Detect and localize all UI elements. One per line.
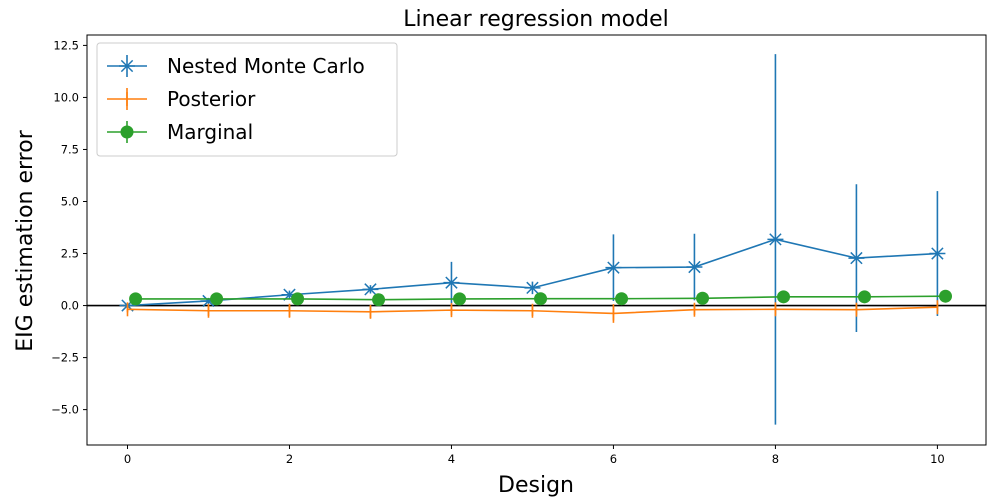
y-tick-label: 10.0 <box>53 90 79 104</box>
data-point <box>848 251 865 265</box>
data-point <box>453 292 467 306</box>
data-point <box>777 290 791 304</box>
data-point <box>929 247 946 260</box>
series-posterior <box>126 300 939 323</box>
x-tick-label: 8 <box>772 452 779 466</box>
data-point <box>372 293 386 307</box>
x-axis: 0 2 4 6 8 10 <box>124 445 945 466</box>
x-axis-label: Design <box>498 473 574 498</box>
legend: Nested Monte Carlo Posterior Marginal <box>96 42 398 157</box>
y-tick-label: 2.5 <box>61 247 79 261</box>
legend-marker <box>119 59 135 73</box>
data-point <box>210 292 224 306</box>
x-tick-label: 10 <box>930 452 945 466</box>
y-tick-label: 5.0 <box>61 194 79 208</box>
data-point <box>605 261 622 274</box>
x-tick-label: 2 <box>286 452 293 466</box>
x-tick-label: 4 <box>448 452 455 466</box>
series-marginal <box>129 289 953 307</box>
y-axis: −5.0 −2.5 0.0 2.5 5.0 7.5 10.0 12.5 <box>51 38 87 417</box>
data-point <box>291 292 305 306</box>
x-tick-label: 0 <box>124 452 131 466</box>
data-point <box>524 281 541 295</box>
data-point <box>362 283 379 296</box>
data-point <box>858 290 872 304</box>
plot-frame <box>86 34 987 446</box>
data-point <box>615 292 629 306</box>
data-point <box>534 292 548 306</box>
data-point <box>129 292 143 306</box>
legend-marker <box>120 125 134 139</box>
y-axis-label: EIG estimation error <box>13 129 38 351</box>
y-tick-label: −2.5 <box>51 351 79 365</box>
legend-label: Posterior <box>167 87 256 111</box>
y-tick-label: 12.5 <box>53 38 79 52</box>
data-point <box>686 260 703 274</box>
x-tick-label: 6 <box>610 452 617 466</box>
y-tick-label: 7.5 <box>61 142 79 156</box>
series-line <box>127 238 938 307</box>
plot-area <box>87 54 986 425</box>
data-point <box>696 291 710 305</box>
legend-box <box>96 42 398 157</box>
data-point <box>443 276 460 289</box>
y-tick-label: 0.0 <box>61 299 79 313</box>
legend-entry: Marginal <box>107 120 253 144</box>
data-point <box>939 289 953 303</box>
legend-entry: Posterior <box>107 87 256 111</box>
legend-entry: Nested Monte Carlo <box>107 54 365 78</box>
chart-title: Linear regression model <box>403 7 668 32</box>
legend-label: Nested Monte Carlo <box>167 54 365 78</box>
data-point <box>767 233 784 246</box>
y-tick-label: −5.0 <box>51 403 79 417</box>
legend-label: Marginal <box>167 120 253 144</box>
